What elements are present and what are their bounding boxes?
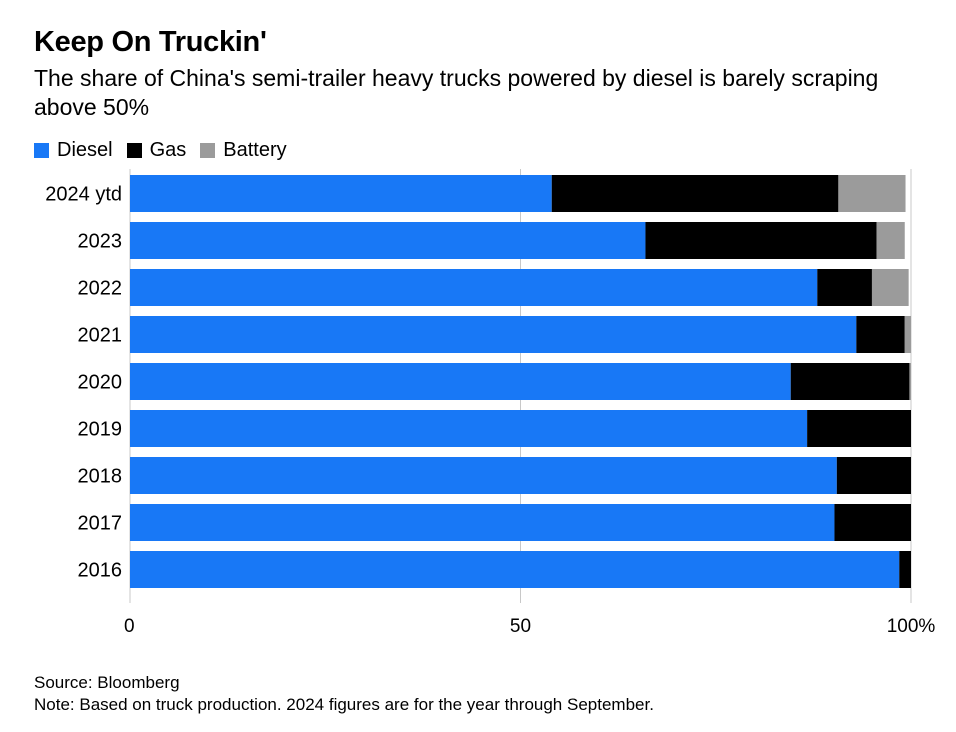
label-layer: 0 50 100% 2024 ytd 2023 2022 2021 2020 2019 2018 2…	[45, 184, 935, 638]
footer: Source: Bloomberg Note: Based on truck p…	[34, 672, 654, 716]
bar-battery-2021	[904, 316, 911, 353]
x-tick-label-50: 50	[510, 616, 531, 637]
bar-gas-2022	[817, 269, 872, 306]
bar-battery-2020	[909, 363, 911, 400]
legend-swatch-battery	[200, 142, 216, 158]
y-tick-label-2021: 2021	[78, 325, 123, 347]
bar-diesel-2023	[130, 222, 646, 259]
bar-diesel-2019	[130, 410, 808, 447]
bar-battery-2022	[871, 269, 909, 306]
legend-label-gas: Gas	[149, 138, 187, 161]
bar-gas-2024-ytd	[551, 175, 839, 212]
y-tick-label-2022: 2022	[78, 278, 123, 300]
bar-gas-2021	[856, 316, 905, 353]
y-tick-label-2018: 2018	[78, 466, 123, 488]
bar-diesel-2021	[130, 316, 857, 353]
chart-subtitle: The share of China's semi-trailer heavy …	[34, 65, 879, 120]
y-tick-label-2023: 2023	[78, 231, 123, 253]
bar-diesel-2022	[130, 269, 818, 306]
chart-title: Keep On Truckin'	[34, 26, 267, 58]
footnote: Note: Based on truck production. 2024 fi…	[34, 695, 654, 714]
x-tick-label-100: 100%	[887, 616, 936, 637]
bar-gas-2016	[899, 551, 911, 588]
legend-item-battery: Battery	[200, 138, 287, 162]
bar-diesel-2020	[130, 363, 791, 400]
legend-item-diesel: Diesel	[34, 139, 113, 162]
y-tick-label-2019: 2019	[78, 419, 123, 441]
source-note: Source: Bloomberg	[34, 673, 180, 692]
bar-layer	[130, 175, 911, 588]
legend: Diesel Gas Battery	[34, 138, 301, 162]
y-tick-label-2016: 2016	[78, 560, 123, 582]
legend-item-gas: Gas	[126, 138, 187, 162]
legend-swatch-gas	[126, 142, 142, 158]
legend-label-diesel: Diesel	[57, 138, 113, 161]
bar-gas-2020	[790, 363, 910, 400]
bar-battery-2024-ytd	[838, 175, 906, 212]
bar-diesel-2017	[130, 504, 835, 541]
bar-diesel-2024-ytd	[130, 175, 552, 212]
bar-gas-2023	[645, 222, 877, 259]
bar-gas-2018	[836, 457, 911, 494]
y-tick-label-2020: 2020	[78, 372, 123, 394]
y-tick-label-2024-ytd: 2024 ytd	[45, 184, 122, 206]
bar-diesel-2016	[130, 551, 900, 588]
y-tick-label-2017: 2017	[78, 513, 123, 535]
bar-battery-2023	[876, 222, 905, 259]
bar-gas-2019	[807, 410, 911, 447]
bar-gas-2017	[834, 504, 911, 541]
bar-diesel-2018	[130, 457, 837, 494]
x-tick-label-0: 0	[124, 616, 135, 637]
legend-label-battery: Battery	[223, 138, 287, 161]
legend-swatch-diesel	[34, 142, 49, 158]
